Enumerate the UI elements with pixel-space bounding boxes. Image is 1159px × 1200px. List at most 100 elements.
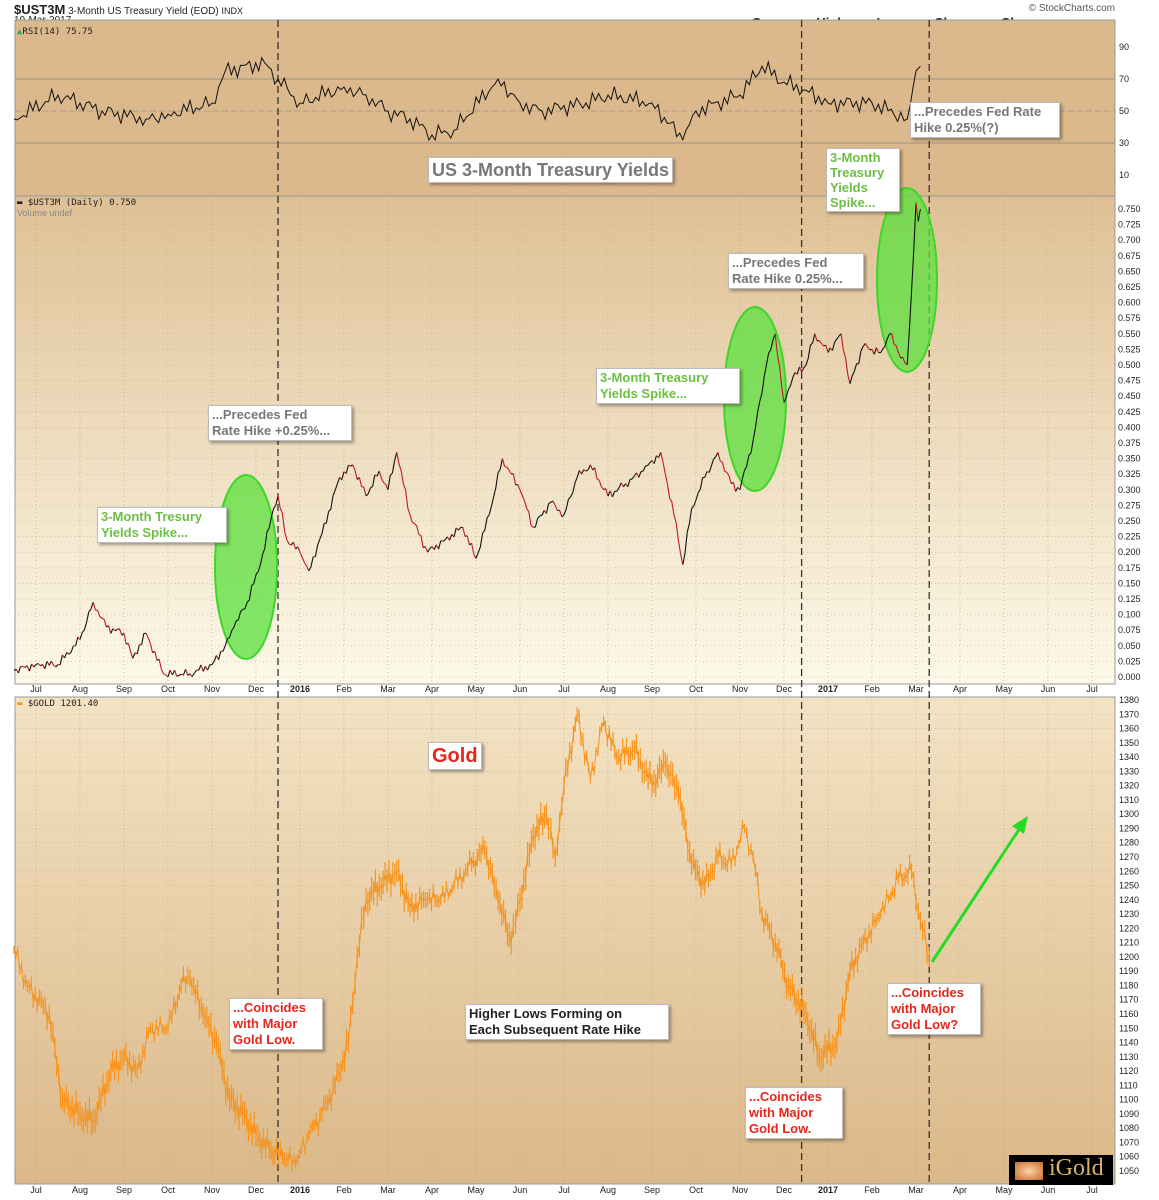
price-line-segment: [317, 539, 321, 546]
rsi-tick-label: 30: [1119, 138, 1129, 148]
price-line-segment: [484, 517, 488, 531]
price-line-segment: [653, 455, 657, 464]
price-line-segment: [187, 673, 191, 676]
annotation-gold-low-2016: ...Coincides with Major Gold Low.: [745, 1087, 843, 1139]
gold-tick-label: 1330: [1119, 766, 1139, 776]
price-line-segment: [765, 353, 770, 366]
price-line-segment: [849, 375, 853, 384]
price-line-segment: [752, 427, 756, 440]
x-tick-label: Mar: [380, 1185, 396, 1195]
price-line-segment: [475, 552, 479, 559]
price-line-segment: [189, 673, 193, 677]
price-line-segment: [227, 636, 230, 640]
price-line-segment: [818, 340, 822, 344]
price-line-segment: [732, 482, 737, 492]
price-line-segment: [418, 533, 422, 537]
x-tick-label: Jun: [513, 684, 528, 694]
price-tick-label: 0.000: [1118, 672, 1141, 682]
chart-title: $UST3M 3-Month US Treasury Yield (EOD) I…: [14, 2, 243, 17]
gold-tick-label: 1210: [1119, 938, 1139, 948]
price-line-segment: [761, 376, 765, 394]
price-line-segment: [836, 335, 840, 340]
price-tick-label: 0.450: [1118, 391, 1141, 401]
price-line-segment: [699, 477, 704, 490]
price-line-segment: [348, 464, 351, 467]
x-tick-label: Dec: [776, 1185, 793, 1195]
x-tick-label: Apr: [425, 684, 439, 694]
price-line-segment: [365, 493, 369, 497]
price-line-segment: [218, 651, 222, 660]
price-line-segment: [88, 608, 92, 613]
price-line-segment: [154, 651, 158, 661]
annotation-precedes-hike-dec2016: ...Precedes Fed Rate Hike 0.25%...: [728, 253, 864, 289]
volume-legend: Volume undef: [17, 208, 73, 218]
price-line-segment: [112, 628, 116, 632]
price-line-segment: [158, 659, 162, 670]
price-line-segment: [616, 487, 620, 492]
price-line-segment: [235, 619, 239, 622]
price-line-segment: [328, 508, 332, 512]
price-line-segment: [288, 543, 292, 546]
price-line-segment: [405, 489, 409, 509]
price-line-segment: [358, 477, 363, 487]
price-tick-label: 0.300: [1118, 485, 1141, 495]
gold-tick-label: 1110: [1119, 1080, 1138, 1090]
price-tick-label: 0.075: [1118, 625, 1141, 635]
price-tick-label: 0.475: [1118, 376, 1141, 386]
price-line-segment: [178, 673, 182, 676]
price-line-segment: [341, 471, 345, 480]
price-line-segment: [108, 625, 112, 634]
price-line-segment: [306, 565, 310, 572]
price-line-segment: [719, 460, 723, 463]
gold-tick-label: 1380: [1119, 695, 1139, 705]
price-line-segment: [81, 629, 85, 633]
price-line-segment: [739, 479, 743, 490]
price-line-segment: [248, 585, 253, 601]
price-line-segment: [741, 470, 745, 480]
price-line-segment: [200, 664, 204, 672]
price-line-segment: [585, 469, 589, 472]
price-line-segment: [664, 473, 668, 484]
price-line-segment: [101, 617, 105, 620]
gold-tick-label: 1050: [1119, 1166, 1139, 1176]
price-line-segment: [576, 470, 580, 478]
price-line-segment: [130, 651, 134, 659]
price-line-segment: [233, 620, 237, 628]
x-tick-label: 2016: [290, 1185, 310, 1195]
price-line-segment: [779, 366, 783, 388]
price-line-segment: [893, 343, 897, 347]
price-line-segment: [17, 666, 22, 674]
price-line-segment: [746, 455, 750, 467]
price-line-segment: [15, 668, 19, 674]
rsi-tick-label: 50: [1119, 106, 1129, 116]
price-tick-label: 0.250: [1118, 516, 1141, 526]
price-line-segment: [332, 489, 336, 497]
price-line-segment: [851, 370, 855, 377]
price-line-segment: [913, 202, 917, 250]
price-line-segment: [596, 478, 600, 481]
gold-tick-label: 1140: [1119, 1038, 1138, 1048]
price-line-segment: [92, 601, 96, 611]
gold-tick-label: 1360: [1119, 724, 1139, 734]
price-line-segment: [563, 508, 567, 515]
price-line-segment: [363, 486, 367, 497]
price-line-segment: [493, 487, 497, 498]
igold-logo: iGold: [1009, 1155, 1113, 1185]
price-line-segment: [457, 527, 462, 531]
x-tick-label: May: [467, 684, 485, 694]
price-line-segment: [781, 387, 785, 403]
price-line-segment: [97, 610, 101, 617]
price-line-segment: [680, 553, 684, 565]
x-tick-label: Nov: [732, 684, 749, 694]
price-line-segment: [735, 487, 739, 492]
price-line-segment: [831, 342, 836, 351]
x-tick-label: Apr: [425, 1185, 439, 1195]
price-tick-label: 0.275: [1118, 500, 1141, 510]
price-tick-label: 0.575: [1118, 313, 1141, 323]
price-line-segment: [820, 343, 825, 347]
price-line-segment: [213, 655, 217, 662]
gold-panel: [14, 696, 1116, 1185]
spike-highlight-ellipse: [876, 187, 938, 373]
price-line-segment: [840, 333, 844, 351]
